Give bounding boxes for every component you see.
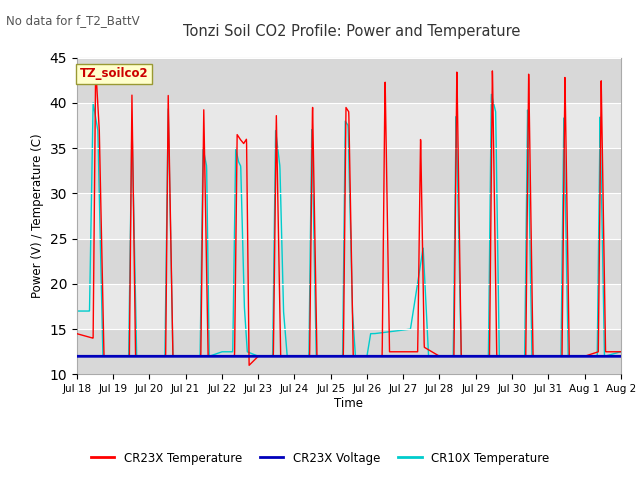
Text: No data for f_T2_BattV: No data for f_T2_BattV [6,14,140,27]
Bar [77,103,621,148]
Bar [77,239,621,284]
Bar [77,58,621,103]
Bar [77,329,621,374]
Y-axis label: Power (V) / Temperature (C): Power (V) / Temperature (C) [31,134,44,298]
Legend: CR23X Temperature, CR23X Voltage, CR10X Temperature: CR23X Temperature, CR23X Voltage, CR10X … [86,447,554,469]
Bar [77,148,621,193]
Text: Tonzi Soil CO2 Profile: Power and Temperature: Tonzi Soil CO2 Profile: Power and Temper… [183,24,521,39]
Text: TZ_soilco2: TZ_soilco2 [79,67,148,80]
X-axis label: Time: Time [334,397,364,410]
Bar [77,284,621,329]
Bar [77,193,621,239]
